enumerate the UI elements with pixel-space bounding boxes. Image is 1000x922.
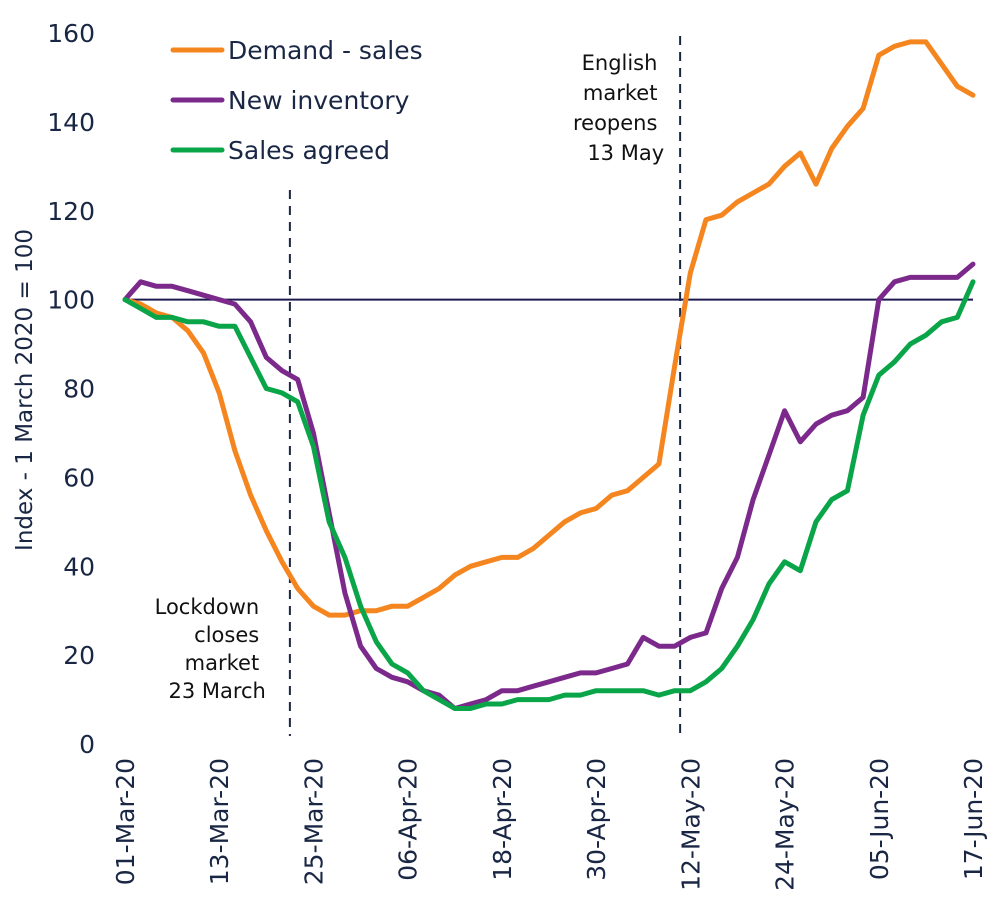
x-tick-label: 12-May-20	[676, 758, 705, 891]
lockdown-annotation: Lockdown closes market 23 March	[155, 595, 266, 703]
x-tick-label: 18-Apr-20	[488, 758, 517, 881]
y-tick-label: 80	[63, 375, 95, 404]
legend-item-demand-sales: Demand - sales	[170, 36, 423, 65]
legend-item-sales-agreed: Sales agreed	[170, 136, 390, 165]
annotation-line: 13 May	[587, 141, 664, 165]
x-tick-label: 01-Mar-20	[111, 758, 140, 885]
legend-label: New inventory	[228, 86, 410, 115]
annotation-line: reopens	[573, 111, 657, 135]
y-tick-label: 40	[63, 552, 95, 581]
reopen-annotation: English market reopens 13 May	[573, 51, 664, 165]
y-tick-label: 140	[47, 108, 95, 137]
series-line-demand-sales	[122, 39, 976, 618]
legend: Demand - sales New inventory Sales agree…	[170, 36, 423, 165]
y-tick-label: 20	[63, 641, 95, 670]
x-tick-label: 13-Mar-20	[205, 758, 234, 885]
y-tick-label: 160	[47, 19, 95, 48]
y-axis-title: Index - 1 March 2020 = 100	[12, 229, 38, 551]
x-axis-ticks: 01-Mar-20 13-Mar-20 25-Mar-20 06-Apr-20 …	[111, 758, 988, 891]
series-line-new-inventory	[122, 261, 976, 711]
x-tick-label: 06-Apr-20	[394, 758, 423, 881]
series-line-sales-agreed	[122, 279, 976, 711]
x-tick-label: 30-Apr-20	[582, 758, 611, 881]
annotation-line: Lockdown	[155, 595, 260, 619]
x-tick-label: 05-Jun-20	[865, 758, 894, 880]
legend-label: Sales agreed	[228, 136, 390, 165]
legend-item-new-inventory: New inventory	[170, 86, 410, 115]
x-tick-label: 25-Mar-20	[299, 758, 328, 885]
annotation-line: English	[582, 51, 658, 75]
x-tick-label: 17-Jun-20	[959, 758, 988, 880]
annotation-line: market	[583, 81, 658, 105]
legend-label: Demand - sales	[228, 36, 423, 65]
annotation-line: 23 March	[168, 679, 265, 703]
annotation-line: market	[185, 651, 260, 675]
y-axis-ticks: 0 20 40 60 80 100 120 140 160	[47, 19, 95, 759]
y-tick-label: 60	[63, 463, 95, 492]
y-tick-label: 100	[47, 286, 95, 315]
y-tick-label: 0	[79, 730, 95, 759]
annotation-line: closes	[194, 623, 259, 647]
x-tick-label: 24-May-20	[771, 758, 800, 891]
y-tick-label: 120	[47, 197, 95, 226]
